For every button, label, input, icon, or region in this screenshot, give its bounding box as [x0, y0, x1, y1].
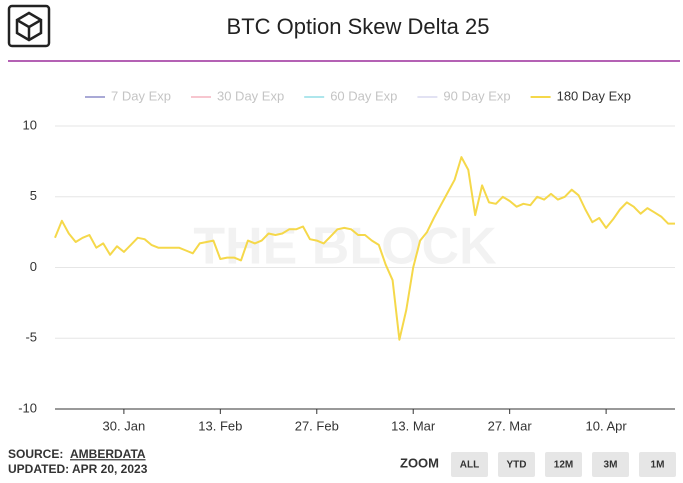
zoom-button-bg — [592, 452, 629, 477]
zoom-button-label: YTD — [507, 460, 527, 471]
source-label: SOURCE: — [8, 447, 63, 461]
zoom-button-label: ALL — [460, 460, 479, 471]
chart-title: BTC Option Skew Delta 25 — [227, 14, 490, 39]
y-tick-label: 0 — [30, 259, 37, 274]
x-tick-label: 10. Apr — [586, 418, 628, 433]
zoom-button-label: 1M — [651, 460, 665, 471]
y-tick-label: -10 — [18, 400, 37, 415]
y-tick-label: 10 — [23, 117, 37, 132]
zoom-button-bg — [639, 452, 676, 477]
zoom-button-bg — [451, 452, 488, 477]
zoom-button[interactable]: 3M — [592, 452, 629, 477]
legend-item[interactable]: 180 Day Exp — [530, 88, 631, 103]
legend-label: 30 Day Exp — [217, 88, 284, 103]
zoom-button-label: 3M — [604, 460, 618, 471]
legend-item[interactable]: 90 Day Exp — [417, 88, 511, 103]
zoom-button[interactable]: 12M — [545, 452, 582, 477]
x-tick-label: 13. Mar — [391, 418, 436, 433]
zoom-button[interactable]: YTD — [498, 452, 535, 477]
legend-item[interactable]: 7 Day Exp — [85, 88, 171, 103]
zoom-button[interactable]: 1M — [639, 452, 676, 477]
legend-label: 180 Day Exp — [557, 88, 631, 103]
legend: 7 Day Exp 30 Day Exp 60 Day Exp 90 Day Exp 1… — [85, 88, 631, 103]
x-tick-label: 27. Mar — [488, 418, 533, 433]
legend-label: 90 Day Exp — [443, 88, 510, 103]
zoom-label: ZOOM — [400, 455, 439, 470]
y-tick-label: 5 — [30, 188, 37, 203]
updated: UPDATED: APR 20, 2023 — [8, 462, 148, 476]
logo — [7, 4, 51, 48]
legend-label: 7 Day Exp — [111, 88, 171, 103]
x-tick-label: 27. Feb — [295, 418, 339, 433]
x-tick-label: 30. Jan — [103, 418, 146, 433]
zoom-button[interactable]: ALL — [451, 452, 488, 477]
zoom-button-bg — [498, 452, 535, 477]
zoom-button-label: 12M — [554, 460, 573, 471]
source-link[interactable]: AMBERDATA — [70, 447, 146, 461]
y-tick-label: -5 — [25, 330, 37, 345]
line-series — [54, 156, 675, 341]
legend-item[interactable]: 60 Day Exp — [304, 88, 397, 103]
zoom-button-bg — [545, 452, 582, 477]
plot: 10 5 0 -5 -10 30. Jan 13. Feb 27. Feb 13. Mar 27.… — [18, 117, 675, 433]
x-tick-label: 13. Feb — [198, 418, 242, 433]
legend-item[interactable]: 30 Day Exp — [190, 88, 284, 103]
legend-label: 60 Day Exp — [330, 88, 397, 103]
